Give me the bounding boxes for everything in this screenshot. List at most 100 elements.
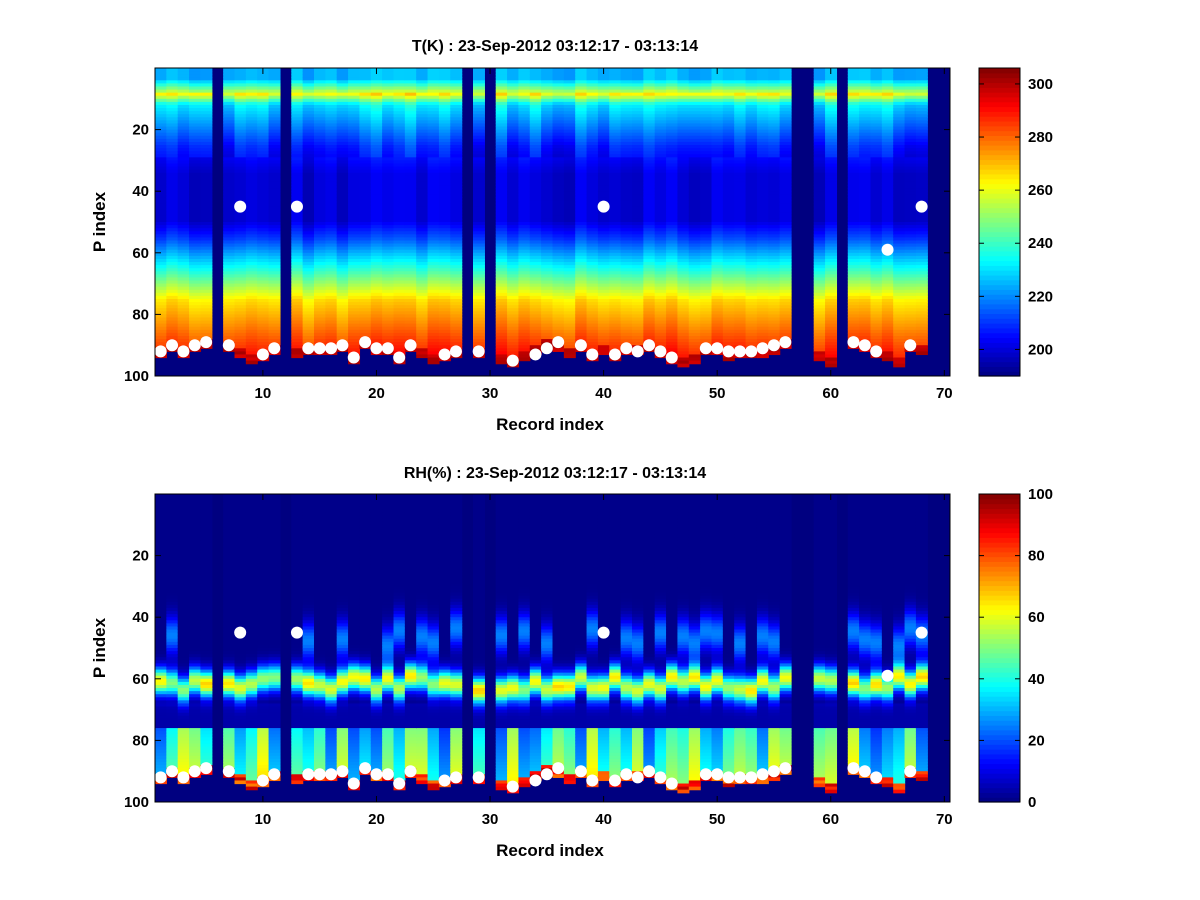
heatmap-cell bbox=[359, 151, 372, 155]
heatmap-cell bbox=[325, 326, 338, 331]
heatmap-cell bbox=[291, 185, 304, 189]
heatmap-cell bbox=[325, 138, 338, 143]
heatmap-cell bbox=[257, 138, 270, 143]
heatmap-cell bbox=[404, 71, 417, 75]
heatmap-cell bbox=[155, 342, 167, 346]
heatmap-cell bbox=[200, 283, 213, 288]
heatmap-cell bbox=[404, 234, 417, 238]
heatmap-cell bbox=[370, 160, 383, 165]
heatmap-cell bbox=[336, 222, 349, 226]
heatmap-cell bbox=[359, 302, 372, 306]
heatmap-cell bbox=[302, 194, 315, 198]
heatmap-cell bbox=[404, 265, 417, 269]
heatmap-cell bbox=[245, 265, 258, 269]
heatmap-cell bbox=[245, 175, 258, 180]
heatmap-cell bbox=[314, 194, 326, 198]
heatmap-cell bbox=[382, 305, 395, 309]
heatmap-cell bbox=[257, 123, 270, 128]
heatmap-cell bbox=[189, 108, 202, 112]
heatmap-cell bbox=[325, 68, 338, 72]
heatmap-cell bbox=[336, 89, 349, 94]
heatmap-cell bbox=[189, 138, 202, 143]
heatmap-cell bbox=[348, 246, 361, 251]
heatmap-column bbox=[688, 68, 701, 365]
heatmap-cell bbox=[291, 243, 304, 248]
heatmap-cell bbox=[234, 243, 247, 248]
heatmap-cell bbox=[291, 138, 304, 143]
heatmap-column bbox=[620, 68, 633, 356]
heatmap-cell bbox=[325, 89, 338, 94]
heatmap-cell bbox=[302, 181, 315, 186]
heatmap-cell bbox=[314, 151, 326, 155]
heatmap-cell bbox=[245, 320, 258, 325]
heatmap-cell bbox=[393, 141, 406, 146]
heatmap-cell bbox=[223, 265, 236, 269]
heatmap-cell bbox=[291, 231, 304, 235]
heatmap-cell bbox=[688, 360, 701, 365]
heatmap-cell bbox=[404, 329, 417, 334]
heatmap-cell bbox=[166, 185, 179, 189]
heatmap-cell bbox=[359, 178, 372, 183]
heatmap-cell bbox=[245, 332, 258, 337]
heatmap-cell bbox=[370, 200, 383, 205]
heatmap-cell bbox=[155, 138, 167, 143]
heatmap-cell bbox=[166, 218, 179, 223]
heatmap-cell bbox=[245, 345, 258, 349]
heatmap-cell bbox=[291, 308, 304, 312]
heatmap-cell bbox=[393, 292, 406, 297]
heatmap-cell bbox=[370, 175, 383, 180]
heatmap-cell bbox=[291, 163, 304, 168]
heatmap-column bbox=[450, 68, 463, 359]
heatmap-cell bbox=[404, 243, 417, 248]
heatmap-cell bbox=[257, 145, 270, 149]
heatmap-cell bbox=[393, 274, 406, 279]
heatmap-cell bbox=[314, 154, 326, 158]
heatmap-cell bbox=[257, 231, 270, 235]
heatmap-cell bbox=[257, 249, 270, 254]
heatmap-column bbox=[314, 68, 326, 356]
heatmap-cell bbox=[200, 305, 213, 309]
heatmap-cell bbox=[189, 77, 202, 81]
heatmap-cell bbox=[302, 108, 315, 112]
heatmap-cell bbox=[359, 166, 372, 171]
heatmap-cell bbox=[268, 305, 281, 309]
heatmap-cell bbox=[325, 218, 338, 223]
heatmap-cell bbox=[382, 101, 395, 106]
heatmap-cell bbox=[393, 289, 406, 294]
heatmap-cell bbox=[370, 120, 383, 125]
heatmap-cell bbox=[189, 80, 202, 84]
heatmap-cell bbox=[336, 289, 349, 294]
heatmap-cell bbox=[325, 194, 338, 198]
heatmap-cell bbox=[359, 332, 372, 337]
heatmap-cell bbox=[404, 157, 417, 161]
heatmap-cell bbox=[325, 231, 338, 235]
heatmap-cell bbox=[245, 141, 258, 146]
heatmap-cell bbox=[314, 292, 326, 297]
heatmap-cell bbox=[393, 188, 406, 192]
heatmap-cell bbox=[370, 332, 383, 337]
heatmap-cell bbox=[257, 86, 270, 91]
heatmap-cell bbox=[404, 268, 417, 272]
heatmap-cell bbox=[257, 209, 270, 214]
heatmap-cell bbox=[223, 215, 236, 220]
heatmap-cell bbox=[166, 225, 179, 229]
heatmap-cell bbox=[177, 268, 190, 272]
heatmap-cell bbox=[155, 191, 167, 195]
heatmap-cell bbox=[177, 292, 190, 297]
heatmap-cell bbox=[370, 101, 383, 106]
heatmap-cell bbox=[268, 160, 281, 165]
heatmap-cell bbox=[325, 145, 338, 149]
heatmap-cell bbox=[393, 265, 406, 269]
heatmap-cell bbox=[234, 329, 247, 334]
heatmap-cell bbox=[416, 181, 429, 186]
heatmap-cell bbox=[370, 308, 383, 312]
heatmap-cell bbox=[314, 237, 326, 242]
heatmap-cell bbox=[189, 320, 202, 325]
heatmap-cell bbox=[370, 262, 383, 266]
heatmap-cell bbox=[245, 305, 258, 309]
heatmap-cell bbox=[234, 311, 247, 315]
heatmap-cell bbox=[348, 274, 361, 279]
heatmap-cell bbox=[393, 212, 406, 217]
heatmap-cell bbox=[359, 135, 372, 140]
heatmap-cell bbox=[189, 302, 202, 306]
